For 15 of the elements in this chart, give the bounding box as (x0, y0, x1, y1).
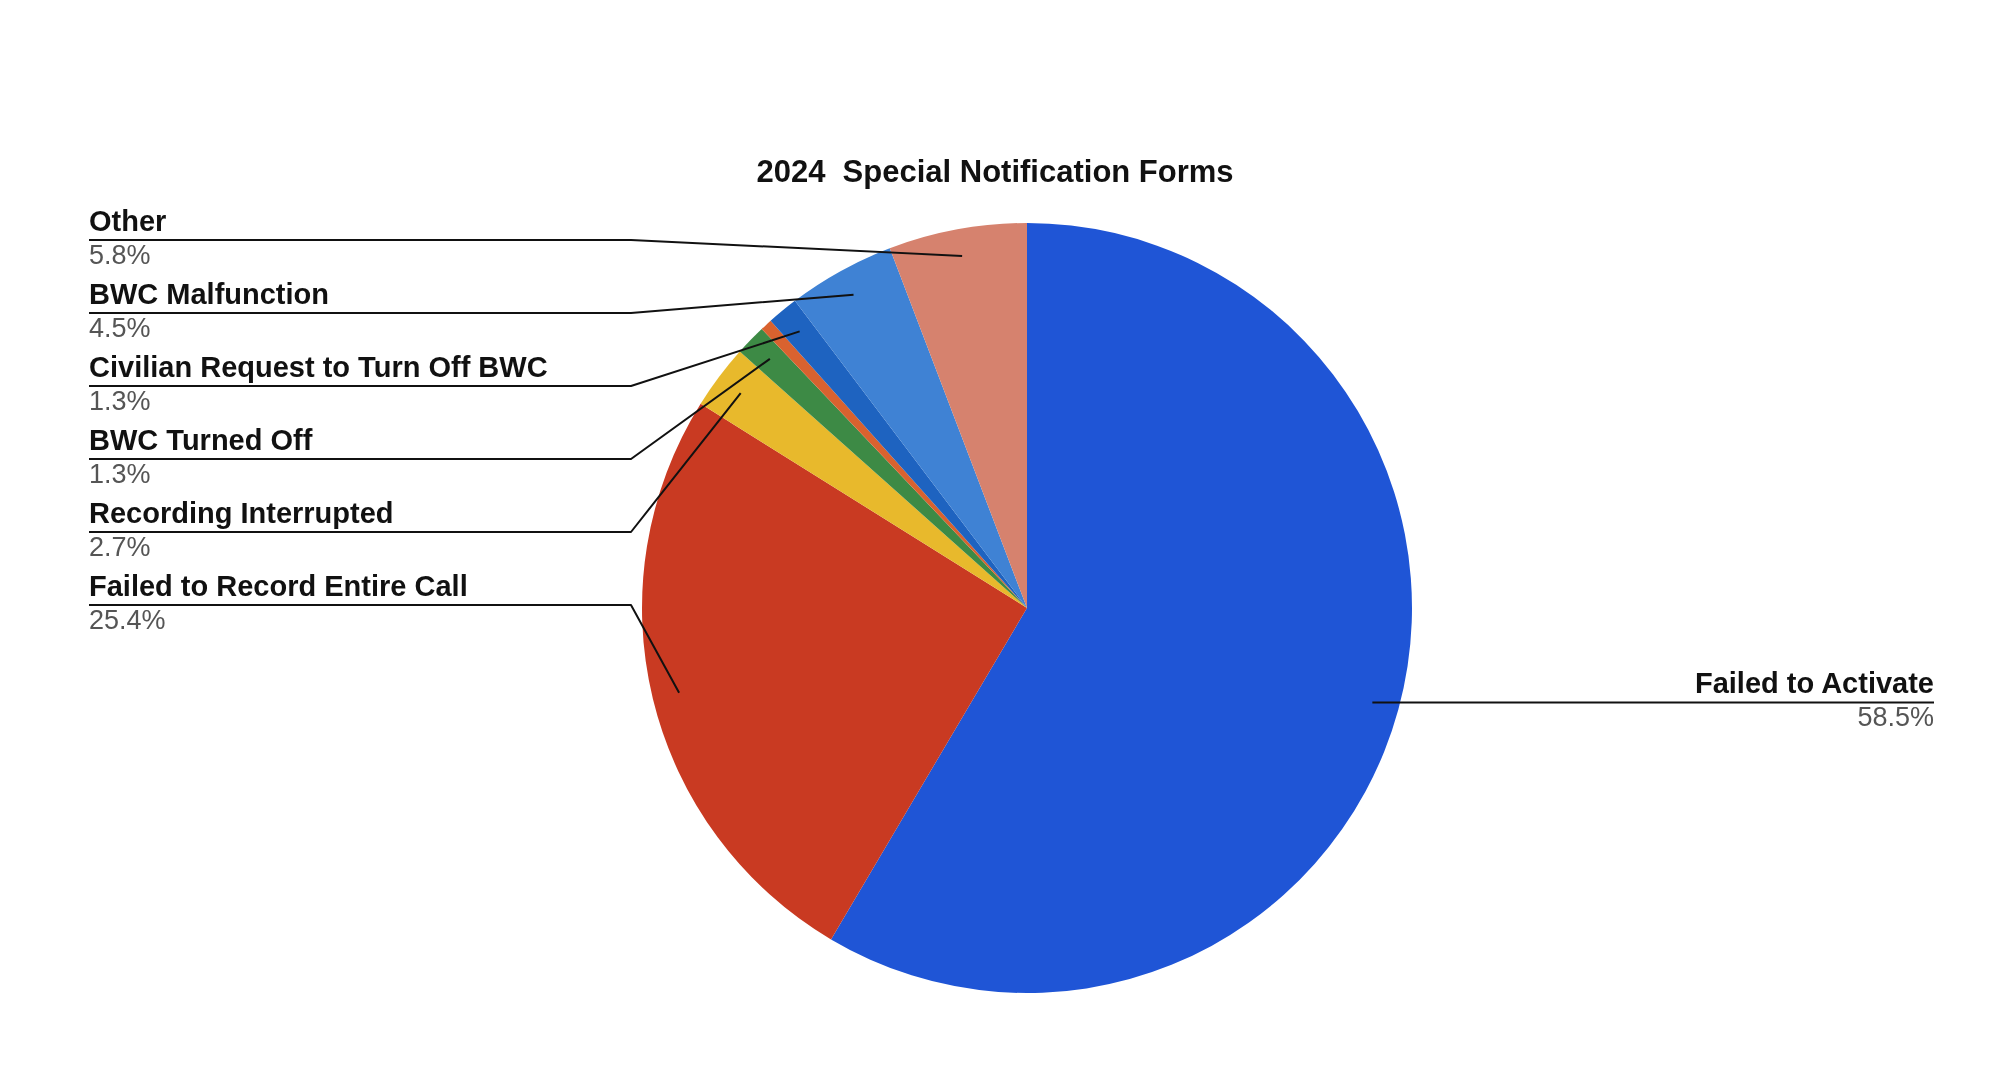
data-label: 2.7% (89, 531, 151, 562)
data-label: 1.3% (89, 385, 151, 416)
data-label: 4.5% (89, 312, 151, 343)
slice-label: Recording Interrupted (89, 496, 394, 529)
data-label: 58.5% (1857, 702, 1934, 733)
data-label: 1.3% (89, 458, 151, 489)
slice-label: Other (89, 204, 167, 237)
data-label: 5.8% (89, 239, 151, 270)
slice-label: Failed to Activate (1694, 666, 1934, 699)
slice-label: Failed to Record Entire Call (89, 569, 468, 602)
slice-label: BWC Turned Off (89, 423, 313, 456)
slice-label: BWC Malfunction (89, 277, 330, 310)
data-label: 25.4% (89, 604, 166, 635)
slice-label: Civilian Request to Turn Off BWC (89, 350, 548, 383)
chart-title: 2024 Special Notification Forms (756, 154, 1234, 189)
